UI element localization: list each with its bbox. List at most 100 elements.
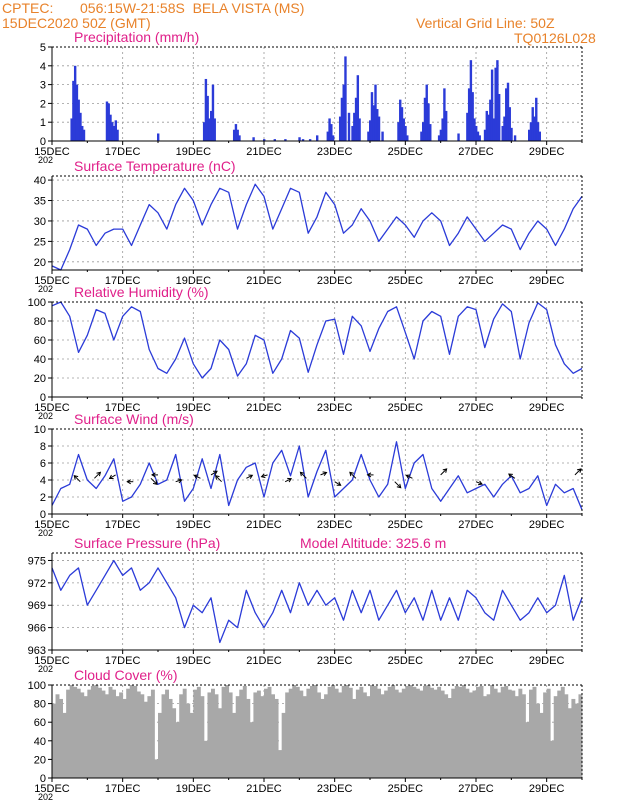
cloud-bar xyxy=(267,686,272,778)
x-tick-label: 23DEC xyxy=(317,519,353,531)
y-tick-label: 40 xyxy=(34,175,46,187)
precip-bar xyxy=(478,135,481,141)
wind-arrow xyxy=(508,473,516,479)
cloud-bar xyxy=(543,692,548,778)
y-tick-label: 963 xyxy=(28,645,46,657)
wind-arrow-head xyxy=(477,480,483,486)
y-tick-label: 0 xyxy=(40,773,46,785)
precip-bar xyxy=(111,122,114,141)
cloud-bar xyxy=(366,696,371,778)
y-tick-label: 0 xyxy=(40,392,46,404)
wind-arrow xyxy=(284,478,292,483)
x-tick-label: 29DEC xyxy=(529,655,565,667)
cloud-bar xyxy=(440,690,445,778)
panel-title: Precipitation (mm/h) xyxy=(74,29,199,45)
cloud-bar xyxy=(320,698,325,778)
cloud-bar xyxy=(66,689,71,778)
cloud-bar xyxy=(83,696,88,778)
cloud-bar xyxy=(200,696,205,778)
precip-bar xyxy=(376,109,379,141)
precip-bar xyxy=(402,118,405,141)
precip-bar xyxy=(483,129,487,141)
panel-title: Cloud Cover (%) xyxy=(74,667,177,683)
cloud-bar xyxy=(161,694,166,778)
precip-bar xyxy=(538,131,541,141)
panel-title: Relative Humidity (%) xyxy=(74,284,209,300)
wind-arrow-head xyxy=(349,471,354,477)
y-tick-label: 100 xyxy=(28,680,46,692)
y-tick-label: 35 xyxy=(34,196,46,208)
precip-bar xyxy=(513,135,517,141)
precip-bar xyxy=(427,103,430,141)
cloud-bar xyxy=(97,687,102,778)
precip-bar xyxy=(397,122,400,141)
cloud-bar xyxy=(476,686,480,778)
x-tick-label: 25DEC xyxy=(388,655,424,667)
precip-bar xyxy=(338,116,342,141)
precip-bar xyxy=(75,84,79,141)
x-tick-label: 29DEC xyxy=(529,519,565,531)
cloud-bar xyxy=(76,688,81,778)
x-tick-label: 21DEC xyxy=(246,519,282,531)
precip-bar xyxy=(529,122,533,141)
x-tick-label: 19DEC xyxy=(176,146,212,158)
cloud-bar xyxy=(514,696,519,778)
wind-arrow xyxy=(394,481,402,489)
precip-bar xyxy=(116,129,119,141)
precip-bar xyxy=(211,84,215,141)
cloud-bar xyxy=(529,689,533,778)
x-tick-label: 15DEC xyxy=(34,275,70,287)
precip-bar xyxy=(202,122,206,141)
cloud-bar xyxy=(154,759,159,778)
cloud-bar xyxy=(133,685,138,778)
x-tick-label: 19DEC xyxy=(176,275,212,287)
y-tick-label: 972 xyxy=(28,578,46,590)
precip-bar xyxy=(369,120,372,141)
precip-bar xyxy=(331,135,335,141)
precip-bar xyxy=(496,60,499,141)
precip-bar xyxy=(473,118,476,141)
wind-arrow xyxy=(94,471,101,479)
cloud-bar xyxy=(426,685,431,778)
cloud-bar xyxy=(384,690,389,778)
x-tick-label: 27DEC xyxy=(458,402,494,414)
cloud-bar xyxy=(567,708,572,778)
precip-bar xyxy=(79,112,82,141)
wind-arrow-head xyxy=(212,470,218,476)
precip-bar xyxy=(420,131,423,141)
x-tick-label: 29DEC xyxy=(529,783,565,795)
cloud-bar xyxy=(377,688,381,778)
cloud-bar xyxy=(553,696,558,778)
cloud-bar xyxy=(299,690,304,778)
cloud-bar xyxy=(331,685,336,778)
x-tick-label: 19DEC xyxy=(176,402,212,414)
cloud-bar xyxy=(136,691,141,778)
x-tick-label: 15DEC xyxy=(34,783,70,795)
precip-bar xyxy=(501,125,504,141)
cloud-bar xyxy=(539,712,544,778)
cloud-bar xyxy=(239,689,244,778)
precip-bar xyxy=(70,118,73,141)
precip-bar xyxy=(213,118,216,141)
x-tick-label: 25DEC xyxy=(388,146,424,158)
cloud-bar xyxy=(447,698,452,778)
precip-bar xyxy=(475,125,478,141)
wind-arrow xyxy=(406,474,413,479)
y-tick-label: 3 xyxy=(40,80,46,92)
x-tick-label: 21DEC xyxy=(246,655,282,667)
precip-bar xyxy=(536,122,540,141)
cloud-bar xyxy=(490,685,495,778)
wind-arrow-head xyxy=(73,475,79,480)
cloud-bar xyxy=(355,689,360,778)
x-tick-label: 27DEC xyxy=(458,519,494,531)
cloud-bar xyxy=(574,703,579,778)
wind-arrow-head xyxy=(214,475,220,480)
x-tick-label: 21DEC xyxy=(246,146,282,158)
precip-bar xyxy=(232,129,236,141)
cloud-bar xyxy=(274,698,279,778)
x-tick-label: 19DEC xyxy=(176,519,212,531)
panel-title: Surface Wind (m/s) xyxy=(74,411,194,427)
cloud-bar xyxy=(214,694,219,778)
wind-arrow-head xyxy=(366,472,372,478)
wind-arrow xyxy=(109,474,116,479)
